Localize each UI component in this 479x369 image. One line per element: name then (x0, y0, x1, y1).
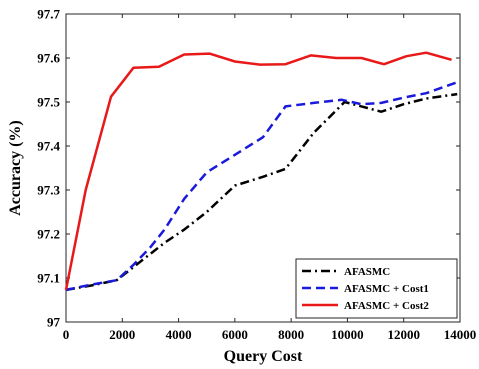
x-tick-label: 14000 (444, 327, 477, 342)
x-tick-label: 4000 (166, 327, 192, 342)
x-tick-label: 2000 (109, 327, 135, 342)
x-tick-label: 8000 (278, 327, 304, 342)
x-axis-title: Query Cost (224, 348, 303, 365)
y-tick-label: 97.1 (37, 271, 60, 286)
y-tick-label: 97.5 (37, 95, 60, 110)
legend-label: AFASMC (344, 266, 390, 278)
legend-label: AFASMC + Cost1 (344, 283, 429, 295)
series-line-3 (64, 51, 452, 291)
x-tick-label: 12000 (387, 327, 420, 342)
y-tick-label: 97.7 (37, 7, 60, 22)
x-axis: 0 2000 4000 6000 8000 10000 12000 14000 (63, 14, 477, 342)
series-lines (64, 51, 458, 292)
y-axis: 97 97.1 97.2 97.3 97.4 97.5 97.6 97.7 (37, 7, 460, 330)
x-tick-label: 6000 (222, 327, 248, 342)
legend-label: AFASMC + Cost2 (344, 300, 429, 312)
y-tick-label: 97 (47, 315, 61, 330)
series-line-2 (65, 81, 458, 292)
legend: AFASMC AFASMC + Cost1 AFASMC + Cost2 (295, 258, 458, 319)
x-tick-label: 0 (63, 327, 70, 342)
y-tick-label: 97.4 (37, 139, 60, 154)
y-tick-label: 97.6 (37, 51, 60, 66)
series-line-1 (65, 92, 458, 292)
y-tick-label: 97.3 (37, 183, 60, 198)
y-tick-label: 97.2 (37, 227, 60, 242)
y-axis-title: Accuracy (%) (7, 120, 24, 216)
x-tick-label: 10000 (331, 327, 364, 342)
